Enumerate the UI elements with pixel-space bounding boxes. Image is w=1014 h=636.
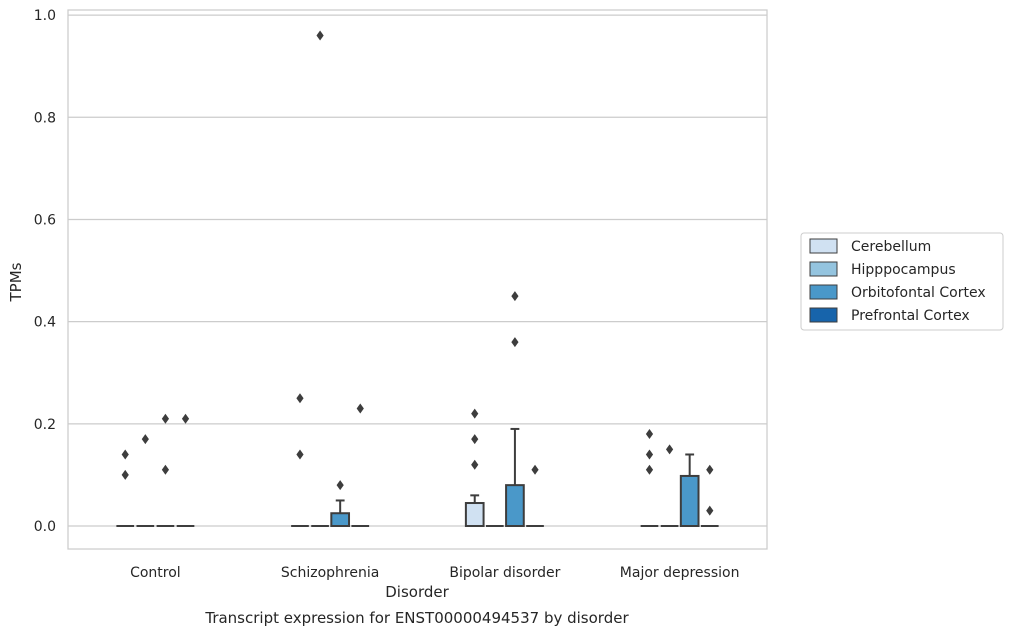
x-tick-label: Control <box>130 565 181 581</box>
y-tick-label: 0.0 <box>34 519 56 535</box>
box-0-2 <box>464 408 485 528</box>
outlier-point <box>356 403 364 414</box>
legend-label: Orbitofontal Cortex <box>851 285 986 301</box>
box-1-0 <box>136 434 155 528</box>
outlier-point <box>665 444 674 455</box>
box-3-1 <box>351 403 370 528</box>
x-tick-label: Bipolar disorder <box>449 565 560 581</box>
outlier-point <box>471 434 479 445</box>
outlier-point <box>181 413 190 424</box>
legend-label: Hipppocampus <box>851 262 956 278</box>
box-2-0 <box>156 413 175 528</box>
outlier-point <box>645 429 654 440</box>
y-tick-label: 0.6 <box>34 212 56 228</box>
box-body <box>679 474 700 528</box>
outlier-point <box>161 464 170 475</box>
outlier-point <box>511 337 519 348</box>
legend-swatch <box>809 238 838 254</box>
outlier-point <box>471 408 479 419</box>
box-3-2 <box>526 464 544 528</box>
outlier-point <box>645 449 654 460</box>
legend-label: Prefrontal Cortex <box>851 308 970 324</box>
outlier-point <box>511 291 519 302</box>
legend-frame <box>800 232 1004 331</box>
x-axis-label: Disorder <box>385 583 449 601</box>
box-1-3 <box>660 444 679 528</box>
outlier-point <box>141 434 149 445</box>
outlier-point <box>706 464 714 475</box>
y-tick-label: 1.0 <box>34 8 56 24</box>
box-0-3 <box>640 429 659 528</box>
legend-swatch <box>809 284 838 300</box>
y-axis-label: TPMs <box>7 262 25 302</box>
box-1-1 <box>311 30 329 528</box>
box-2-2 <box>505 291 525 528</box>
plot-background <box>68 10 767 549</box>
legend-swatch <box>809 261 838 277</box>
outlier-point <box>471 459 479 470</box>
outlier-point <box>121 469 129 480</box>
y-tick-label: 0.4 <box>34 315 56 331</box>
outlier-point <box>645 464 654 475</box>
legend-swatch <box>809 307 838 323</box>
box-2-3 <box>679 453 700 528</box>
box-0-1 <box>291 393 309 528</box>
box-series <box>116 30 719 528</box>
plot-frame <box>67 9 768 550</box>
legend: Cerebellum Hipppocampus Orbitofontal Corte… <box>800 232 1004 331</box>
x-axis-ticks: Control Schizophrenia Bipolar disorder Majo… <box>130 565 739 581</box>
box-body <box>505 484 525 528</box>
box-body <box>330 512 351 528</box>
box-3-3 <box>700 464 719 528</box>
box-3-0 <box>176 413 195 528</box>
y-tick-label: 0.2 <box>34 417 56 433</box>
outlier-point <box>296 449 304 460</box>
chart-title: Transcript expression for ENST0000049453… <box>204 609 629 627</box>
box-2-1 <box>330 480 351 528</box>
x-tick-label: Schizophrenia <box>281 565 379 581</box>
outlier-point <box>121 449 129 460</box>
outlier-point <box>296 393 304 404</box>
outlier-point <box>531 464 539 475</box>
outlier-point <box>336 480 344 491</box>
box-body <box>464 502 485 528</box>
x-tick-label: Major depression <box>620 565 740 581</box>
box-0-0 <box>116 449 135 528</box>
y-axis-ticks: 0.0 0.2 0.4 0.6 0.8 1.0 <box>34 8 56 535</box>
outlier-point <box>316 30 324 41</box>
outlier-point <box>161 413 170 424</box>
y-tick-label: 0.8 <box>34 110 56 126</box>
legend-label: Cerebellum <box>851 239 931 255</box>
outlier-point <box>706 505 714 516</box>
